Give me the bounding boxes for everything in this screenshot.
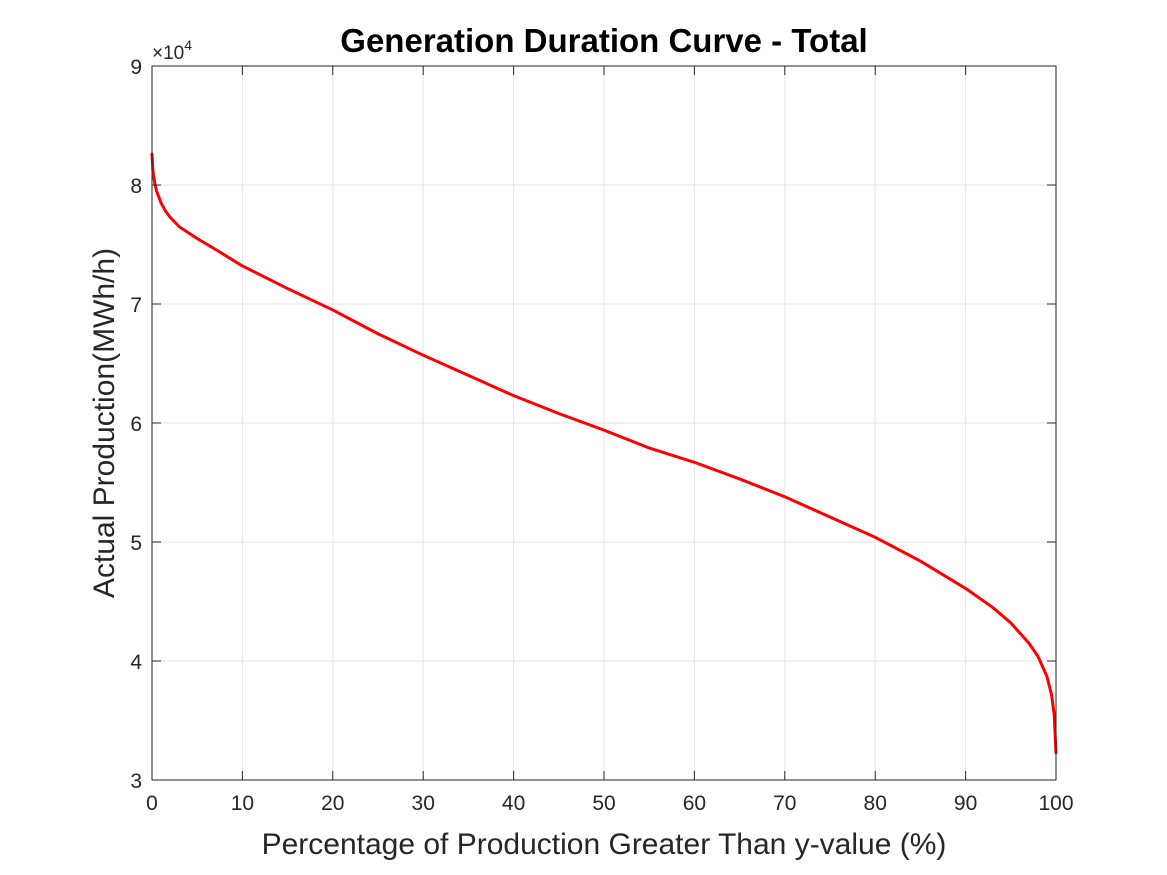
x-tick-label: 10 <box>231 792 254 815</box>
x-tick-labels: 0 10 20 30 40 50 60 70 80 90 100 <box>146 792 1073 815</box>
y-tick-label: 3 <box>130 770 142 793</box>
x-tick-label: 80 <box>864 792 887 815</box>
y-tick-label: 5 <box>130 532 142 555</box>
x-tick-label: 50 <box>592 792 615 815</box>
series-lines <box>150 152 1058 755</box>
x-tick-label: 30 <box>412 792 435 815</box>
y-tick-label: 8 <box>130 175 142 198</box>
y-tick-label: 7 <box>130 294 142 317</box>
y-exponent-power: 4 <box>184 37 192 53</box>
series-line <box>150 152 1058 755</box>
y-axis-exponent: ×104 <box>152 37 192 64</box>
x-tick-label: 20 <box>321 792 344 815</box>
x-tick-label: 90 <box>954 792 977 815</box>
y-tick-labels: 3 4 5 6 7 8 9 <box>130 56 142 793</box>
x-tick-label: 100 <box>1038 792 1073 815</box>
y-exponent-base: ×10 <box>152 43 184 64</box>
y-axis-label: Actual Production(MWh/h) <box>88 248 121 598</box>
y-tick-label: 9 <box>130 56 142 79</box>
x-tick-label: 60 <box>683 792 706 815</box>
chart-title: Generation Duration Curve - Total <box>340 22 867 59</box>
y-tick-label: 4 <box>130 651 142 674</box>
x-axis-label: Percentage of Production Greater Than y-… <box>262 828 947 861</box>
tick-marks <box>151 65 1057 781</box>
y-tick-label: 6 <box>130 413 142 436</box>
x-tick-label: 70 <box>773 792 796 815</box>
x-tick-label: 0 <box>146 792 158 815</box>
x-tick-label: 40 <box>502 792 525 815</box>
